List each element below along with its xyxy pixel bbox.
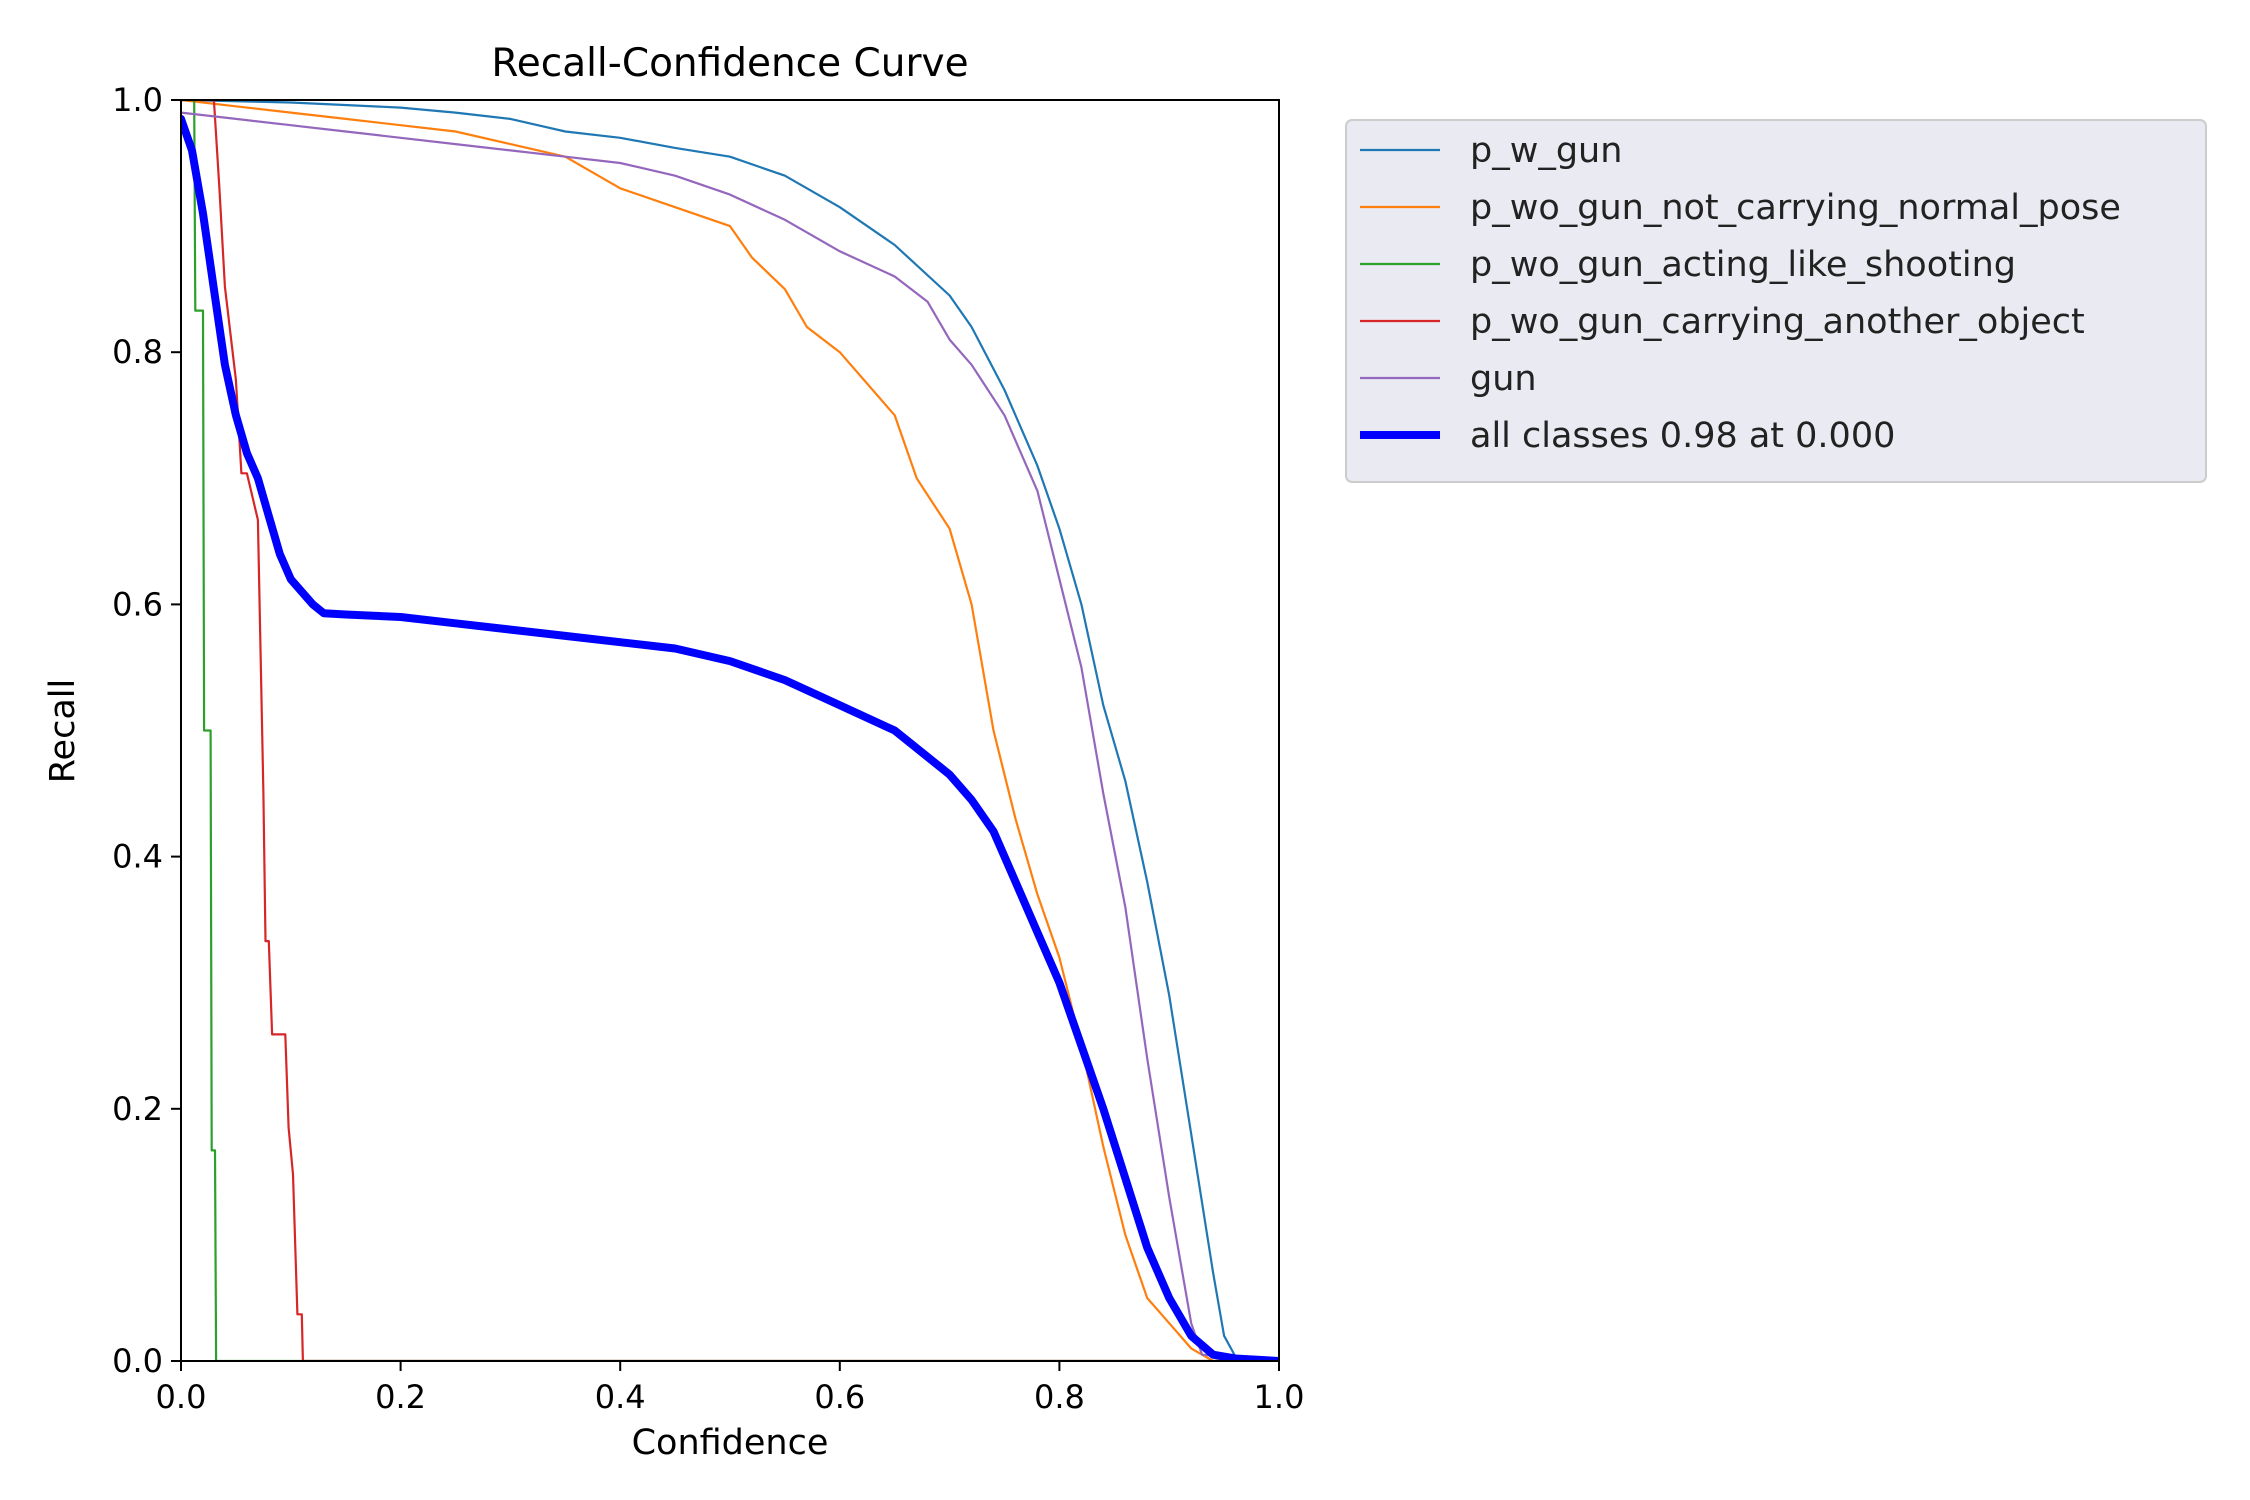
series-line-1 — [181, 100, 1279, 1361]
x-tick-label-3: 0.6 — [814, 1378, 865, 1416]
legend-label-0: p_w_gun — [1470, 131, 1622, 171]
legend-label-2: p_wo_gun_acting_like_shooting — [1470, 245, 2016, 285]
y-tick-label-1: 0.2 — [112, 1090, 163, 1128]
series-line-3 — [181, 100, 1279, 1361]
x-tick-label-1: 0.2 — [375, 1378, 426, 1416]
series-line-2 — [181, 100, 1279, 1361]
legend-label-5: all classes 0.98 at 0.000 — [1470, 416, 1895, 456]
plot-frame — [180, 99, 1280, 1362]
legend-label-1: p_wo_gun_not_carrying_normal_pose — [1470, 188, 2121, 228]
x-tick-label-0: 0.0 — [156, 1378, 207, 1416]
y-tick-label-2: 0.4 — [112, 838, 163, 876]
series-layer — [181, 100, 1279, 1361]
x-tick-label-5: 1.0 — [1254, 1378, 1305, 1416]
y-axis-title: Recall — [43, 679, 83, 783]
legend-label-3: p_wo_gun_carrying_another_object — [1470, 302, 2085, 342]
y-tick-label-5: 1.0 — [112, 81, 163, 119]
x-axis-title: Confidence — [632, 1423, 829, 1463]
x-tick-label-2: 0.4 — [595, 1378, 646, 1416]
series-line-4 — [181, 111, 1279, 1361]
x-axis-ticks: 0.0 0.2 0.4 0.6 0.8 1.0 — [156, 1361, 1305, 1416]
legend-box — [1345, 119, 2207, 483]
legend: p_w_gun p_wo_gun_not_carrying_normal_pose… — [1345, 119, 2207, 483]
series-line-0 — [181, 100, 1279, 1361]
y-tick-label-3: 0.6 — [112, 585, 163, 623]
chart-title: Recall-Confidence Curve — [491, 41, 968, 86]
y-tick-label-4: 0.8 — [112, 333, 163, 371]
x-tick-label-4: 0.8 — [1034, 1378, 1085, 1416]
y-tick-label-0: 0.0 — [112, 1342, 163, 1380]
legend-label-4: gun — [1470, 359, 1537, 399]
series-line-5 — [181, 114, 1279, 1361]
y-axis-ticks: 0.0 0.2 0.4 0.6 0.8 1.0 — [112, 81, 181, 1380]
